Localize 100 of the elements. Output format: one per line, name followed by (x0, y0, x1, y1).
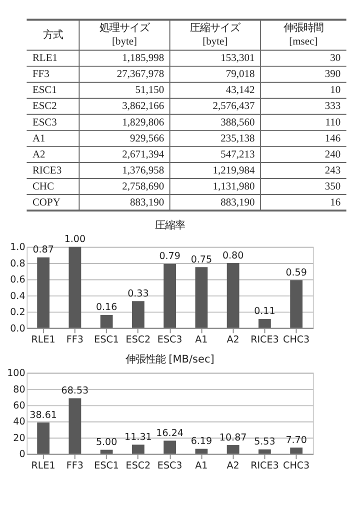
x-tick-label: RICE3 (250, 334, 279, 346)
bar (164, 440, 176, 454)
data-label: 16.24 (156, 428, 184, 439)
x-tick-label: FF3 (66, 334, 84, 346)
text: 388,560 (220, 117, 255, 128)
text: 79,018 (226, 69, 255, 80)
x-tick-label: RICE3 (250, 460, 279, 472)
data-label: 6.19 (190, 436, 212, 448)
bar (68, 246, 82, 328)
x-tick-label: A2 (226, 460, 240, 472)
data-label: 68.53 (61, 386, 89, 396)
data-label: 0.79 (159, 251, 180, 262)
text: 3,862,166 (122, 101, 164, 112)
text: 処理サイズ [byte] (100, 22, 151, 48)
bar (195, 448, 208, 454)
y-tick-label: 0.0 (10, 323, 26, 334)
text: A1 (32, 133, 46, 144)
data-label: 0.80 (222, 250, 244, 262)
text: 1,219,984 (212, 165, 256, 176)
bar (258, 449, 271, 454)
y-tick-label: 40 (13, 416, 26, 428)
y-tick-label: 0.6 (10, 274, 26, 286)
text: 110 (325, 117, 341, 128)
text: 235,138 (220, 133, 255, 144)
y-tick-label: 80 (13, 384, 26, 396)
x-tick-label: ESC2 (126, 460, 151, 472)
bar (100, 450, 113, 454)
x-tick-label: A1 (195, 334, 208, 346)
y-tick-label: 0 (19, 449, 26, 460)
text: 350 (324, 181, 341, 192)
data-label: 0.11 (254, 306, 276, 318)
y-tick-label: 100 (7, 368, 26, 380)
y-tick-label: 1.0 (10, 242, 26, 254)
data-label: 5.00 (96, 437, 118, 448)
text: 240 (324, 149, 341, 160)
x-tick-label: CHC3 (283, 460, 310, 472)
x-tick-label: ESC2 (126, 334, 151, 346)
y-tick-label: 60 (13, 400, 26, 412)
text: 伸張時間 [msec] (283, 22, 324, 48)
text: 333 (324, 101, 341, 112)
text: 30 (330, 53, 341, 64)
data-label: 10.87 (219, 432, 247, 444)
text: 43,142 (226, 85, 255, 96)
bar (164, 264, 176, 328)
text: FF3 (32, 69, 50, 80)
text: 2,758,690 (122, 181, 164, 192)
bar (132, 301, 144, 328)
x-tick-label: RLE1 (31, 460, 56, 472)
text: 2,576,437 (212, 101, 255, 112)
x-tick-label: FF3 (66, 460, 84, 472)
text: 方式 (42, 28, 63, 41)
text: 2,671,394 (122, 149, 165, 160)
bar (37, 422, 50, 454)
bar (290, 448, 303, 454)
data-label: 38.61 (30, 410, 57, 421)
bar (100, 314, 113, 328)
bar (290, 280, 303, 328)
data-label: 7.70 (286, 434, 307, 446)
chart-title: 伸張性能 [MB/sec] (125, 353, 214, 366)
y-tick-label: 20 (13, 432, 26, 444)
data-label: 0.33 (128, 288, 149, 300)
x-tick-label: ESC1 (94, 460, 119, 472)
y-tick-label: 0.2 (10, 307, 26, 318)
x-tick-label: A1 (195, 460, 208, 472)
text: 1,829,806 (122, 117, 164, 128)
text: 1,131,980 (212, 181, 255, 192)
text: 27,367,978 (116, 69, 164, 80)
text: CHC (32, 181, 54, 192)
data-label: 1.00 (64, 234, 86, 246)
text: COPY (32, 197, 61, 208)
text: RLE1 (32, 53, 58, 64)
data-label: 0.75 (190, 254, 212, 266)
text: ESC3 (32, 117, 57, 128)
x-tick-label: ESC3 (157, 460, 182, 472)
text: 390 (324, 69, 341, 80)
text: 547,213 (220, 149, 255, 160)
x-tick-label: ESC3 (157, 334, 182, 346)
data-label: 11.31 (124, 432, 152, 443)
text: 153,301 (220, 53, 255, 64)
x-tick-label: A2 (226, 334, 240, 346)
bar (226, 445, 240, 454)
text: 146 (324, 133, 341, 144)
text: RICE3 (32, 165, 62, 176)
chart-title: 圧縮率 (154, 220, 185, 232)
y-tick-label: 0.8 (10, 258, 26, 270)
bar (195, 267, 208, 328)
text: 10 (330, 85, 341, 96)
bar (258, 318, 271, 328)
text: 883,190 (220, 197, 255, 208)
bar (132, 444, 144, 454)
y-tick-label: 0.4 (10, 290, 26, 302)
text: 16 (330, 197, 341, 208)
text: 243 (324, 165, 341, 176)
bar (37, 257, 50, 328)
text: ESC2 (32, 101, 57, 112)
data-label: 0.16 (96, 302, 118, 314)
bar (226, 263, 240, 328)
text: A2 (32, 149, 46, 160)
data-label: 5.53 (254, 436, 276, 448)
data-label: 0.59 (286, 267, 307, 278)
